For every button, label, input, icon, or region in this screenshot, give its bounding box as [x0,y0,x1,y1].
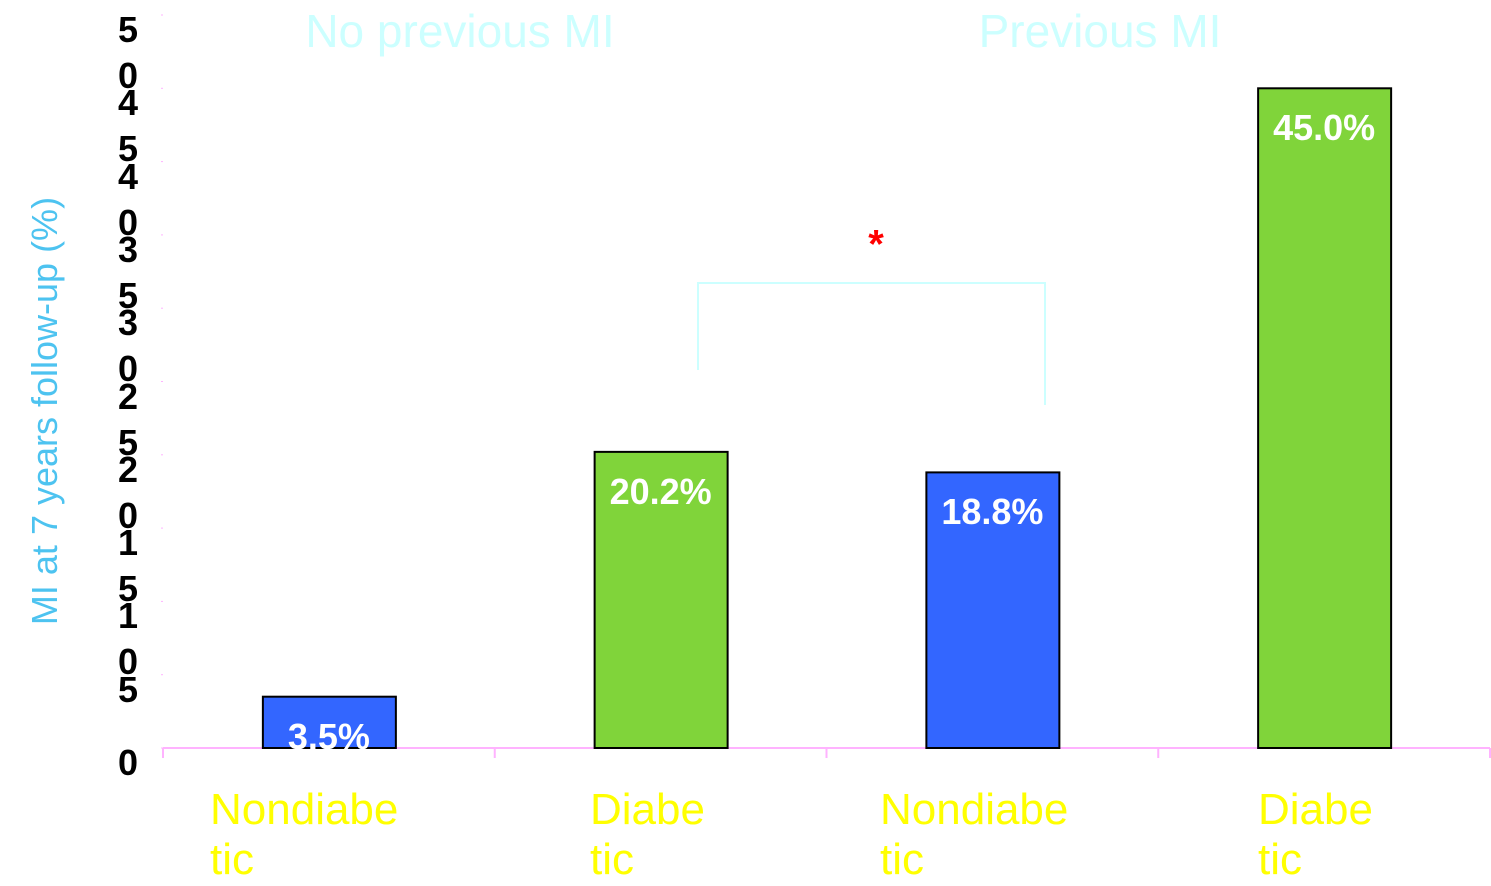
y-tick-label: 35 [117,228,139,316]
bar [925,471,1061,749]
y-axis-label: MI at 7 years follow-up (%) [24,196,65,626]
group-label: No previous MI [305,5,615,57]
bar [1257,87,1393,750]
y-tick-label: 45 [117,82,139,170]
y-tick-label: 5 [117,668,139,710]
y-tick-label: 40 [117,155,139,243]
value-label: 20.2% [609,470,712,512]
y-tick-label: 25 [117,375,139,463]
value-label: 45.0% [1273,107,1376,149]
significance-marker: * [868,222,884,267]
x-tick-label: Nondiabetic [210,785,399,884]
significance-bracket [697,282,1046,405]
x-tick-label: Nondiabetic [880,785,1069,884]
x-tick-label: Diabetic [1258,785,1373,884]
y-tick-label: 0 [117,742,139,783]
value-label: 18.8% [941,491,1044,533]
y-tick-label: 30 [117,302,139,390]
x-tick-label: Diabetic [590,785,705,884]
y-tick-label: 10 [117,595,139,683]
y-tick-label: 20 [117,448,139,536]
group-label: Previous MI [978,5,1222,57]
value-label: 3.5% [287,715,370,757]
y-tick-label: 15 [117,522,139,610]
y-tick-label: 50 [117,9,139,96]
bar [593,450,729,749]
bar [261,695,397,750]
